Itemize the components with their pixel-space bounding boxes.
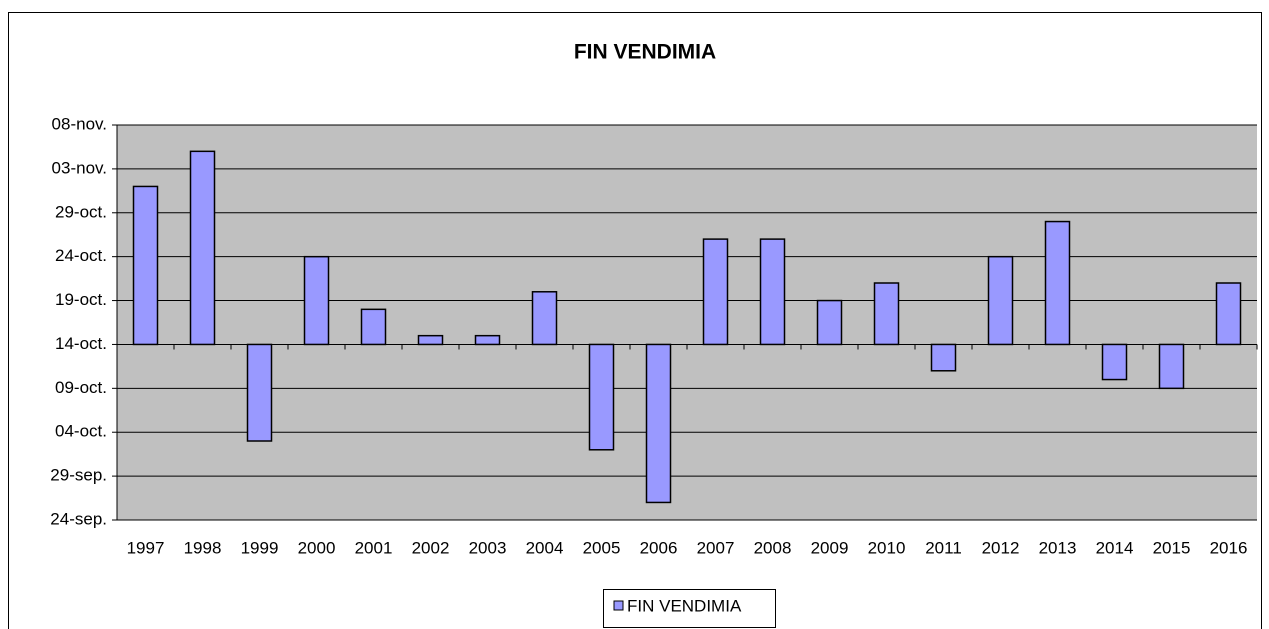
bar	[645, 343, 672, 504]
x-tick-label: 2006	[640, 538, 678, 557]
x-tick-label: 2008	[754, 538, 792, 557]
y-tick-label: 24-sep.	[50, 509, 107, 528]
bar	[132, 185, 159, 346]
y-tick-label: 24-oct.	[55, 246, 107, 265]
bar	[1101, 343, 1128, 381]
bar	[759, 238, 786, 346]
bar	[246, 343, 273, 442]
y-tick-label: 14-oct.	[55, 334, 107, 353]
x-tick-label: 2007	[697, 538, 735, 557]
bar	[474, 334, 501, 346]
x-tick-label: 2015	[1153, 538, 1191, 557]
legend-swatch	[613, 600, 624, 611]
y-tick-label: 03-nov.	[52, 158, 107, 177]
x-tick-label: 2014	[1096, 538, 1134, 557]
x-tick-label: 2011	[925, 538, 962, 557]
x-tick-label: 2010	[868, 538, 906, 557]
y-tick-label: 29-oct.	[55, 202, 107, 221]
x-tick-label: 2009	[811, 538, 849, 557]
x-tick-label: 2013	[1039, 538, 1077, 557]
x-tick-label: 2012	[982, 538, 1020, 557]
x-tick-label: 2000	[298, 538, 336, 557]
legend-box	[603, 589, 776, 628]
bar	[1215, 282, 1242, 346]
legend-label: FIN VENDIMIA	[627, 596, 742, 615]
x-tick-label: 1997	[127, 538, 165, 557]
bar	[1044, 220, 1071, 346]
bar	[189, 150, 216, 346]
x-tick-label: 1998	[184, 538, 222, 557]
plot-area	[117, 125, 1257, 520]
bar	[588, 343, 615, 451]
bar	[873, 282, 900, 346]
x-tick-label: 2002	[412, 538, 450, 557]
bar	[987, 255, 1014, 346]
x-tick-label: 2004	[526, 538, 564, 557]
x-tick-label: 2001	[355, 538, 393, 557]
bar	[360, 308, 387, 346]
y-tick-label: 19-oct.	[55, 290, 107, 309]
y-tick-label: 04-oct.	[55, 422, 107, 441]
y-tick-label: 08-nov.	[52, 114, 107, 133]
x-tick-label: 2005	[583, 538, 621, 557]
y-tick-label: 29-sep.	[50, 466, 107, 485]
chart-title: FIN VENDIMIA	[574, 41, 716, 64]
bar	[531, 291, 558, 346]
x-tick-label: 2003	[469, 538, 507, 557]
bar	[702, 238, 729, 346]
x-tick-label: 2016	[1210, 538, 1248, 557]
bar	[417, 334, 444, 346]
x-tick-label: 1999	[241, 538, 279, 557]
bar	[816, 299, 843, 346]
bar	[930, 343, 957, 372]
y-tick-label: 09-oct.	[55, 378, 107, 397]
bar	[1158, 343, 1185, 390]
bar	[303, 255, 330, 346]
